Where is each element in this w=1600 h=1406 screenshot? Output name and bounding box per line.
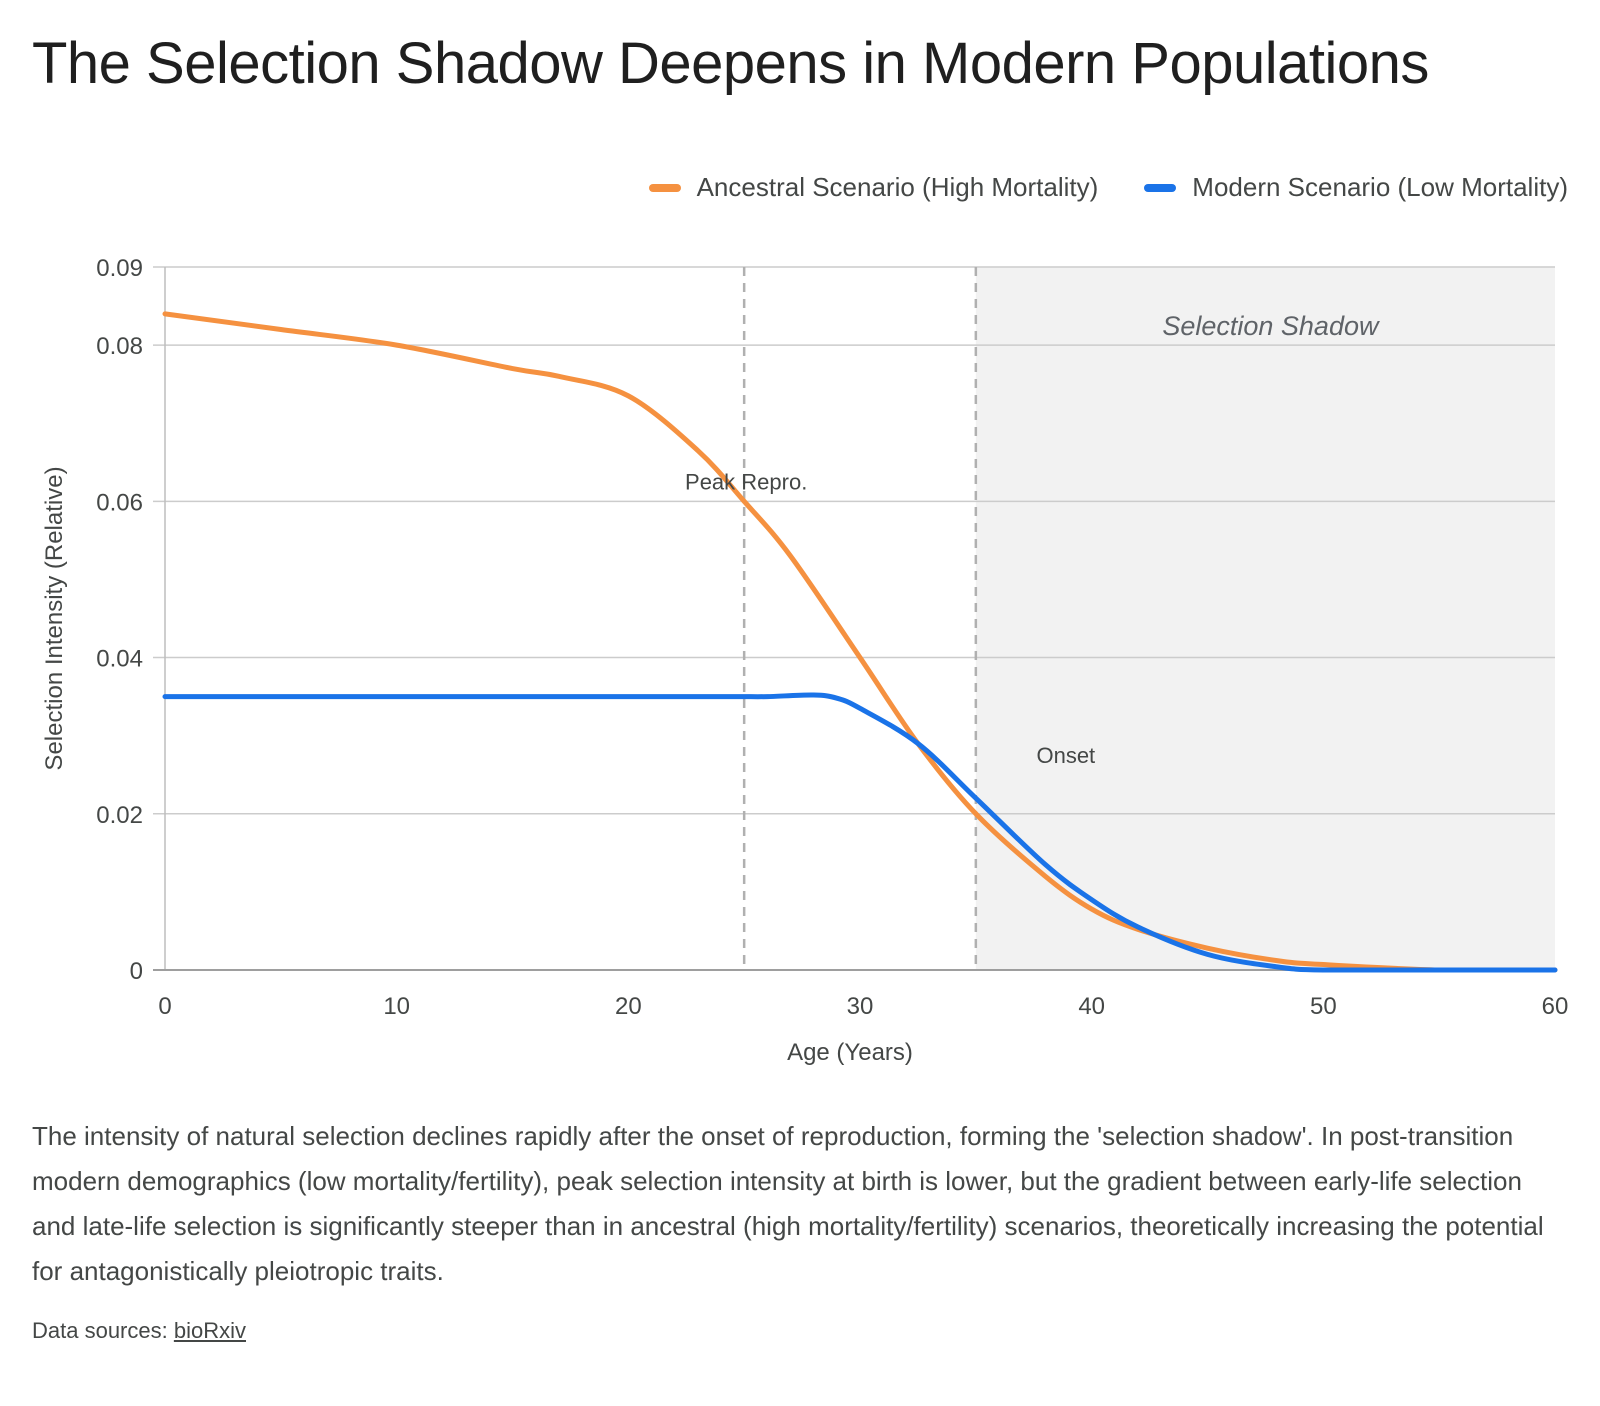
legend-label-ancestral: Ancestral Scenario (High Mortality) — [696, 172, 1099, 202]
y-tick-label: 0.04 — [96, 646, 143, 673]
x-tick-label: 40 — [1078, 993, 1105, 1020]
legend-label-modern: Modern Scenario (Low Mortality) — [1192, 172, 1568, 202]
sources-link[interactable]: bioRxiv — [173, 1318, 246, 1343]
legend-item-ancestral[interactable]: Ancestral Scenario (High Mortality) — [648, 172, 1099, 203]
data-sources: Data sources: bioRxiv — [32, 1318, 246, 1344]
selection-shadow-region — [975, 267, 1555, 970]
series-line-modern — [162, 692, 1558, 973]
x-tick-label: 60 — [1542, 993, 1569, 1020]
x-tick-label: 0 — [158, 993, 171, 1020]
x-tick-label: 20 — [615, 993, 642, 1020]
y-tick-label: 0.06 — [96, 489, 143, 516]
annotation-label-shadow: Selection Shadow — [1162, 311, 1380, 341]
y-axis-title: Selection Intensity (Relative) — [41, 466, 68, 770]
annotation-label-peak: Peak Repro. — [685, 470, 807, 495]
legend-swatch-ancestral — [648, 183, 681, 192]
legend: Ancestral Scenario (High Mortality) Mode… — [603, 172, 1568, 203]
annotation-label-onset: Onset — [1036, 743, 1095, 768]
line-chart: 0 0.02 0.04 0.06 0.08 0.09 0 10 20 30 40 50 60 Peak R… — [41, 255, 1569, 1066]
chart-title: The Selection Shadow Deepens in Modern P… — [32, 31, 1429, 96]
legend-item-modern[interactable]: Modern Scenario (Low Mortality) — [1144, 172, 1568, 203]
y-tick-label: 0 — [130, 958, 143, 985]
x-tick-label: 50 — [1310, 993, 1337, 1020]
legend-swatch-modern — [1144, 183, 1177, 192]
x-axis-title: Age (Years) — [787, 1039, 913, 1066]
x-tick-label: 30 — [847, 993, 874, 1020]
y-tick-label: 0.08 — [96, 333, 143, 360]
x-tick-label: 10 — [383, 993, 410, 1020]
chart-caption: The intensity of natural selection decli… — [32, 1121, 1544, 1286]
sources-label: Data sources: — [32, 1318, 168, 1343]
y-tick-label: 0.02 — [96, 802, 143, 829]
y-tick-label: 0.09 — [96, 255, 143, 282]
series-line-ancestral — [162, 311, 1558, 973]
